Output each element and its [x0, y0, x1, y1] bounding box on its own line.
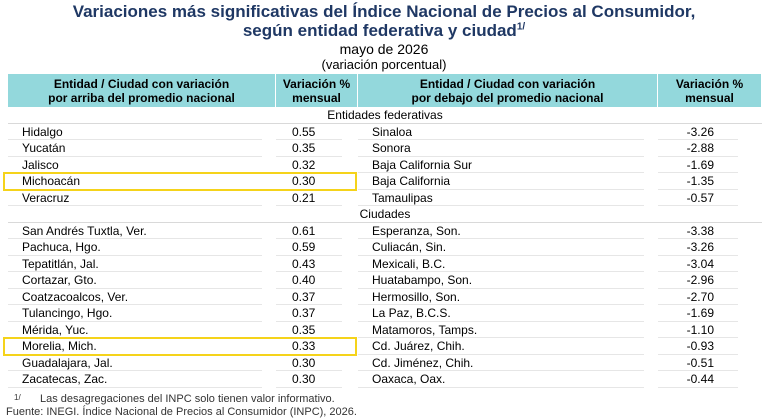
value-cell: -0.51	[658, 355, 738, 371]
header-line: Entidad / Ciudad con variación	[419, 76, 596, 91]
title-line: según entidad federativa y ciudad1/	[0, 21, 768, 41]
subtitle: mayo de 2026	[339, 41, 429, 57]
title-line: Variaciones más significativas del Índic…	[72, 2, 696, 21]
value-cell: -0.93	[658, 338, 738, 355]
column-header: Entidad / Ciudad con variación por debajo…	[358, 74, 658, 107]
name-cell: Sonora	[358, 140, 644, 157]
name-cell: San Andrés Tuxtla, Ver.	[8, 223, 262, 239]
value-cell: 0.35	[276, 322, 342, 338]
column-header: Entidad / Ciudad con variación por arriba…	[8, 74, 276, 107]
name-cell: Jalisco	[8, 157, 262, 173]
value-cell: -0.57	[658, 190, 738, 206]
header-line: por arriba del promedio nacional	[48, 90, 235, 105]
value-cell: -2.88	[658, 140, 738, 157]
name-cell: Matamoros, Tamps.	[358, 322, 644, 338]
value-cell: -3.38	[658, 223, 738, 239]
header-line: mensual	[292, 90, 341, 105]
value-cell: 0.30	[276, 355, 342, 371]
header-line: Variación %	[675, 76, 744, 91]
name-cell: Zacatecas, Zac.	[8, 371, 262, 388]
value-cell: 0.59	[276, 239, 342, 256]
name-cell: Tamaulipas	[358, 190, 644, 206]
name-cell: Pachuca, Hgo.	[8, 239, 262, 256]
value-cell: -2.96	[658, 272, 738, 289]
value-cell: 0.37	[276, 289, 342, 305]
name-cell: Mexicali, B.C.	[358, 256, 644, 272]
header-line: Entidad / Ciudad con variación	[53, 76, 230, 91]
name-cell: Sinaloa	[358, 124, 644, 140]
unit: (variación porcentual)	[321, 57, 447, 72]
value-cell: -1.10	[658, 322, 738, 338]
value-cell: 0.21	[276, 190, 342, 206]
name-cell: Cortazar, Gto.	[8, 272, 262, 289]
name-cell: Baja California Sur	[358, 157, 644, 173]
source: Fuente: INEGI. Índice Nacional de Precio…	[6, 406, 357, 418]
value-cell: -3.04	[658, 256, 738, 272]
value-cell: 0.35	[276, 140, 342, 157]
value-cell: 0.37	[276, 305, 342, 322]
highlight-box	[3, 337, 357, 356]
name-cell: Guadalajara, Jal.	[8, 355, 262, 371]
section-title: Entidades federativas	[8, 107, 762, 124]
header-line: mensual	[685, 90, 734, 105]
footnote-marker: 1/	[14, 393, 21, 402]
name-cell: Cd. Jiménez, Chih.	[358, 355, 644, 371]
name-cell: Baja California	[358, 173, 644, 190]
name-cell: Coatzacoalcos, Ver.	[8, 289, 262, 305]
name-cell: Hidalgo	[8, 124, 262, 140]
name-cell: Huatabampo, Son.	[358, 272, 644, 289]
footnote: Las desagregaciones del INPC solo tienen…	[40, 393, 335, 405]
name-cell: Mérida, Yuc.	[8, 322, 262, 338]
name-cell: Oaxaca, Oax.	[358, 371, 644, 388]
header-line: Variación %	[282, 76, 351, 91]
header-line: por debajo del promedio nacional	[411, 90, 604, 105]
value-cell: 0.30	[276, 371, 342, 388]
value-cell: -0.44	[658, 371, 738, 388]
value-cell: 0.32	[276, 157, 342, 173]
name-cell: Veracruz	[8, 190, 262, 206]
name-cell: Tepatitlán, Jal.	[8, 256, 262, 272]
value-cell: -1.35	[658, 173, 738, 190]
value-cell: -2.70	[658, 289, 738, 305]
column-header: Variación % mensual	[276, 74, 358, 107]
name-cell: Yucatán	[8, 140, 262, 157]
value-cell: -1.69	[658, 157, 738, 173]
name-cell: Cd. Juárez, Chih.	[358, 338, 644, 355]
value-cell: 0.40	[276, 272, 342, 289]
value-cell: 0.55	[276, 124, 342, 140]
value-cell: -3.26	[658, 124, 738, 140]
section-title: Ciudades	[8, 206, 762, 223]
name-cell: Tulancingo, Hgo.	[8, 305, 262, 322]
highlight-box	[3, 172, 357, 191]
name-cell: Culiacán, Sin.	[358, 239, 644, 256]
value-cell: 0.61	[276, 223, 342, 239]
title-superscript: 1/	[516, 21, 526, 33]
value-cell: -3.26	[658, 239, 738, 256]
name-cell: Esperanza, Son.	[358, 223, 644, 239]
column-header: Variación % mensual	[658, 74, 762, 107]
value-cell: -1.69	[658, 305, 738, 322]
name-cell: La Paz, B.C.S.	[358, 305, 644, 322]
title-text: según entidad federativa y ciudad	[242, 21, 517, 40]
value-cell: 0.43	[276, 256, 342, 272]
name-cell: Hermosillo, Son.	[358, 289, 644, 305]
